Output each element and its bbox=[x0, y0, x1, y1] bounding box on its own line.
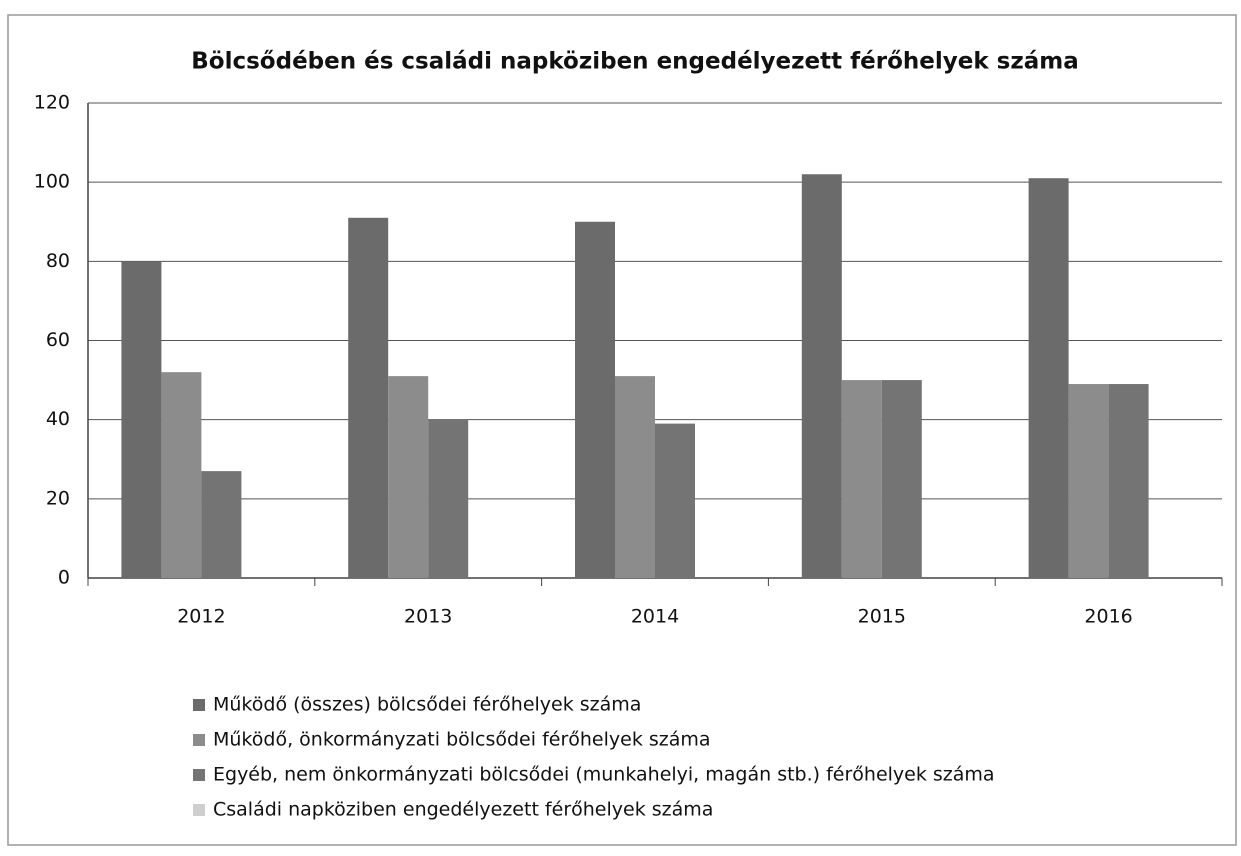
legend-label: Működő (összes) bölcsődei férőhelyek szá… bbox=[213, 694, 641, 716]
bar bbox=[575, 221, 615, 578]
y-tick-label: 100 bbox=[34, 171, 70, 193]
chart-title: Bölcsődében és családi napköziben engedé… bbox=[191, 49, 1078, 75]
legend-swatch bbox=[193, 699, 205, 711]
bar bbox=[1108, 384, 1149, 578]
bar bbox=[1068, 384, 1109, 578]
bar bbox=[121, 261, 162, 578]
legend-swatch bbox=[193, 769, 205, 781]
legend-swatch bbox=[193, 804, 205, 816]
bar bbox=[801, 174, 842, 578]
bar bbox=[1028, 178, 1069, 579]
bar bbox=[161, 372, 202, 578]
y-tick-label: 120 bbox=[34, 92, 70, 114]
bar bbox=[841, 380, 882, 578]
bar bbox=[201, 471, 242, 578]
legend-label: Családi napköziben engedélyezett férőhel… bbox=[213, 799, 713, 821]
bar bbox=[655, 423, 695, 578]
bar bbox=[881, 380, 922, 578]
x-tick-label: 2013 bbox=[404, 606, 452, 628]
y-tick-label: 60 bbox=[46, 329, 70, 351]
x-tick-label: 2014 bbox=[631, 606, 679, 628]
y-tick-label: 20 bbox=[46, 487, 70, 509]
bar bbox=[348, 217, 389, 578]
y-tick-label: 80 bbox=[46, 250, 70, 272]
x-tick-label: 2015 bbox=[858, 606, 906, 628]
x-tick-label: 2012 bbox=[177, 606, 225, 628]
bar bbox=[615, 376, 655, 578]
y-tick-label: 0 bbox=[58, 567, 70, 589]
chart-frame bbox=[7, 14, 1237, 846]
bar bbox=[388, 376, 429, 578]
legend-swatch bbox=[193, 734, 205, 746]
y-tick-label: 40 bbox=[46, 408, 70, 430]
legend-label: Egyéb, nem önkormányzati bölcsődei (munk… bbox=[213, 764, 995, 786]
bar bbox=[428, 419, 469, 578]
legend-label: Működő, önkormányzati bölcsődei férőhely… bbox=[213, 729, 711, 751]
x-tick-label: 2016 bbox=[1084, 606, 1132, 628]
